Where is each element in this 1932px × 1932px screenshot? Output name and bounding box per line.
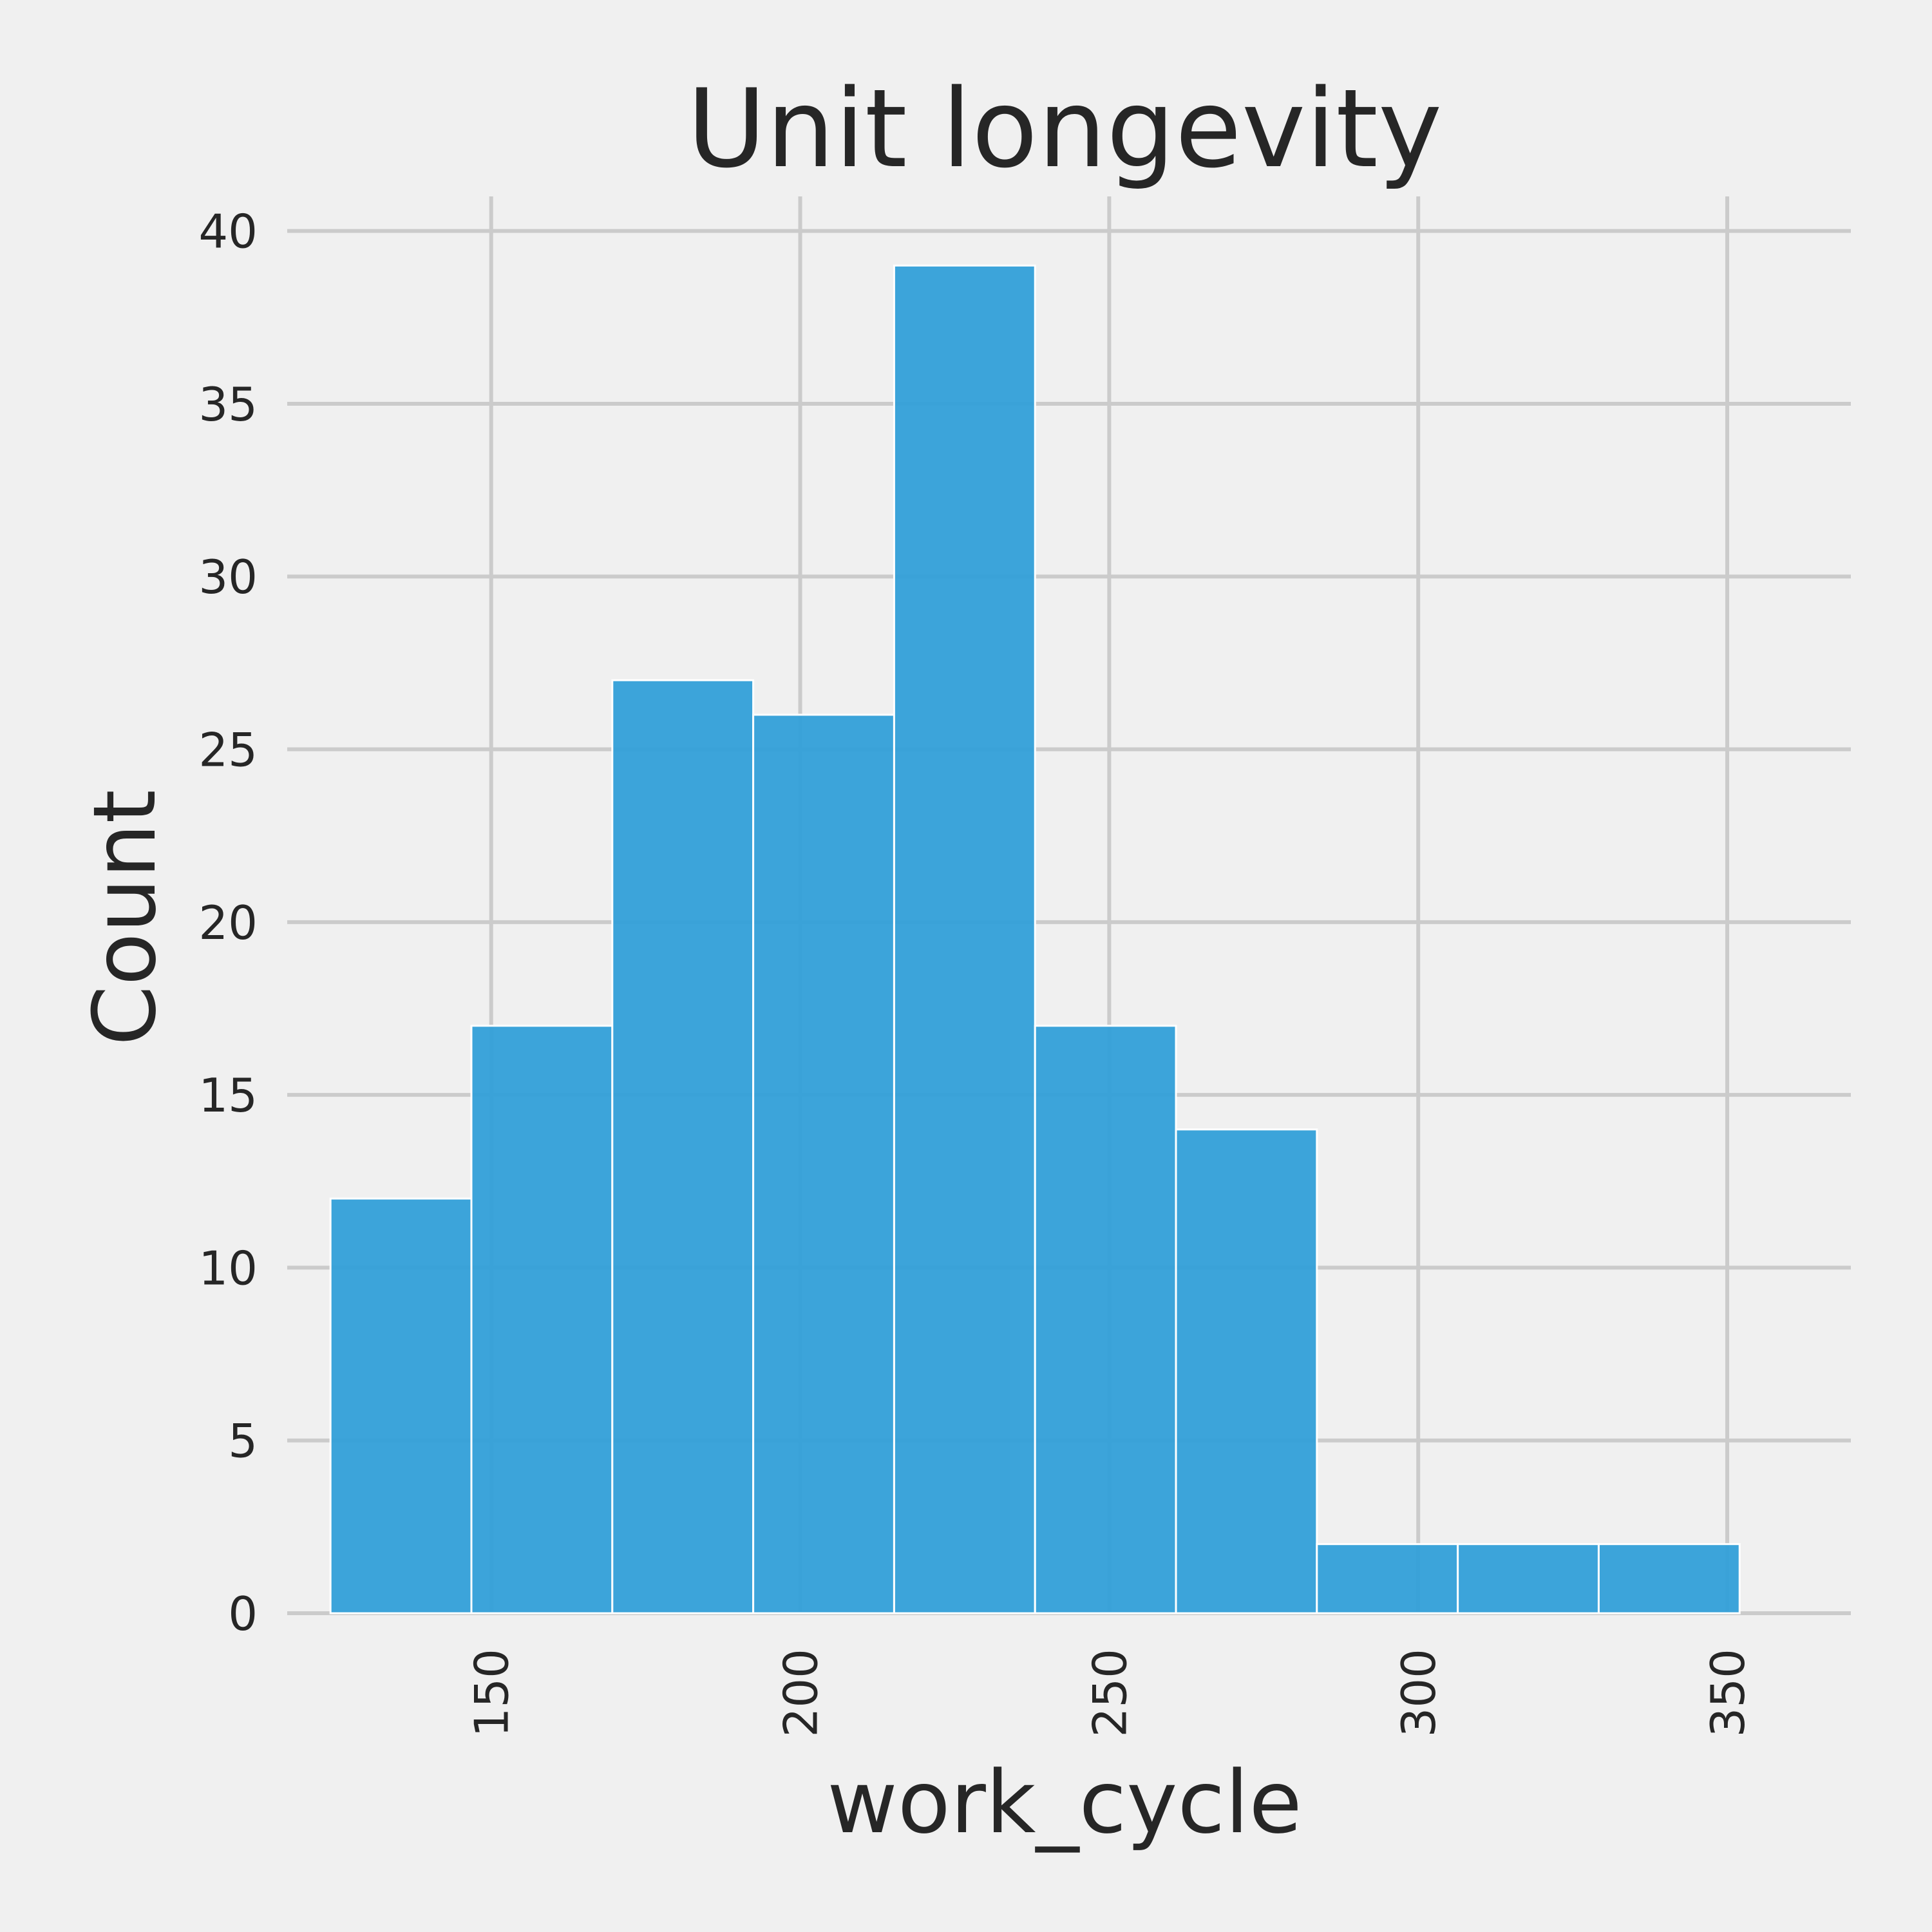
x-tick-label: 350: [1701, 1649, 1755, 1737]
histogram-bar: [752, 714, 895, 1615]
y-tick-label: 35: [198, 377, 258, 431]
histogram-bar: [893, 264, 1036, 1615]
y-tick-label: 5: [228, 1414, 258, 1468]
y-tick-label: 0: [228, 1587, 258, 1641]
x-tick-label: 300: [1392, 1649, 1446, 1737]
x-tick-label: 250: [1083, 1649, 1137, 1737]
ticks-layer: 0 5 10 15 20 25 30 35 40 150 200 250 300 350: [198, 205, 1755, 1738]
histogram-bar: [1597, 1543, 1741, 1615]
x-axis-label: work_cycle: [827, 1752, 1302, 1853]
y-tick-label: 20: [198, 896, 258, 950]
grid-layer: [287, 196, 1851, 1615]
histogram-bar: [1175, 1128, 1318, 1615]
y-tick-label: 25: [198, 723, 258, 777]
histogram-bar: [1034, 1025, 1177, 1615]
x-tick-label: 150: [465, 1649, 519, 1737]
bars-layer: [329, 264, 1741, 1615]
y-tick-label: 40: [198, 205, 258, 259]
histogram-bar: [329, 1197, 473, 1615]
chart-title: Unit longevity: [687, 66, 1443, 192]
histogram-bar: [1457, 1543, 1600, 1615]
x-tick-label: 200: [774, 1649, 828, 1737]
y-axis-label: Count: [75, 790, 175, 1046]
y-tick-label: 10: [198, 1241, 258, 1295]
histogram-bar: [611, 679, 755, 1615]
histogram-bar: [1316, 1543, 1459, 1615]
y-tick-label: 15: [198, 1068, 258, 1122]
histogram-bar: [470, 1025, 614, 1615]
y-tick-label: 30: [198, 550, 258, 604]
